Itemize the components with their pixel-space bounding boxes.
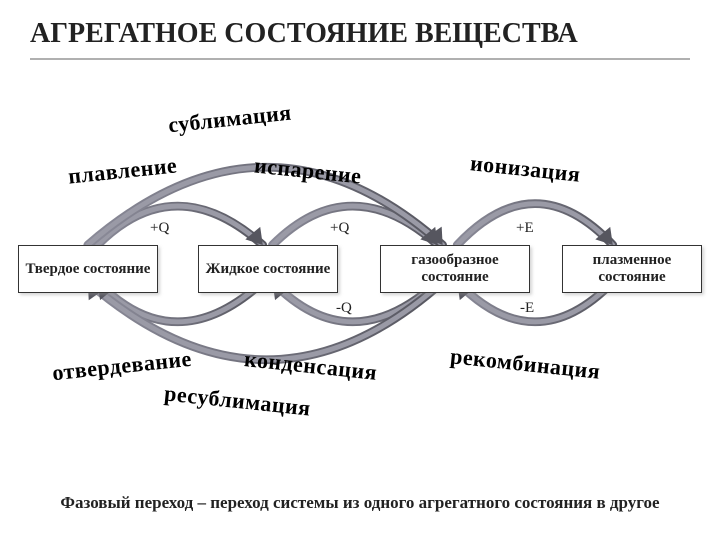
title-underline: [30, 58, 690, 60]
energy-label-top1: +Q: [150, 220, 169, 237]
footer-caption: Фазовый переход – переход системы из одн…: [0, 492, 720, 514]
energy-label-top3: +E: [516, 220, 534, 237]
page-title: АГРЕГАТНОЕ СОСТОЯНИЕ ВЕЩЕСТВА: [0, 0, 720, 58]
phase-diagram: Твердое состояние Жидкое состояние газоо…: [0, 70, 720, 420]
energy-label-top2: +Q: [330, 220, 349, 237]
energy-label-bot2: -Q: [336, 300, 352, 317]
state-gas: газообразное состояние: [380, 245, 530, 293]
energy-label-bot3: -E: [520, 300, 534, 317]
state-solid: Твердое состояние: [18, 245, 158, 293]
state-liquid: Жидкое состояние: [198, 245, 338, 293]
state-plasma: плазменное состояние: [562, 245, 702, 293]
